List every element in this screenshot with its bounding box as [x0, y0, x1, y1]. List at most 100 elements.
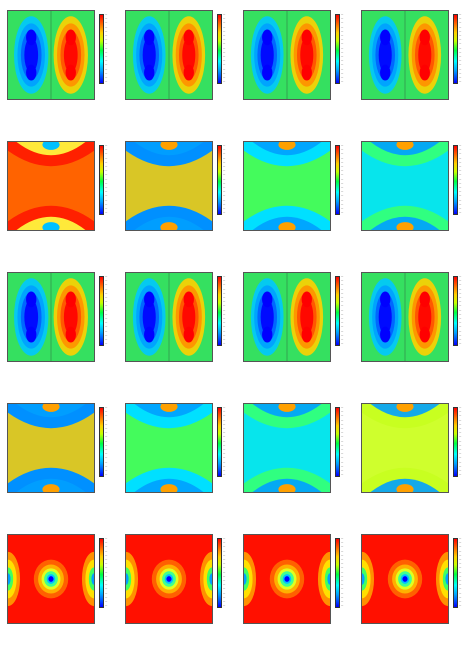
contour-panel: — — — — — — — — — — — — — — — — — — [236, 0, 354, 131]
color-scale-ticks: — — — — — — — — — — — — — — — — — — [223, 13, 226, 84]
contour-plot — [7, 141, 95, 231]
contour-field — [126, 535, 212, 623]
contour-plot — [125, 403, 213, 493]
color-scale-bar — [335, 538, 340, 608]
contour-panel: — — — — — — — — — — — — — — — — — — [354, 393, 471, 524]
contour-field — [362, 273, 448, 361]
contour-field — [244, 11, 330, 99]
color-scale-ticks: — — — — — — — — — — — — — — — — — — [341, 144, 344, 215]
contour-field — [126, 404, 212, 492]
color-scale-bar — [335, 145, 340, 215]
color-scale-ticks: — — — — — — — — — — — — — — — — — — [459, 144, 462, 215]
contour-plot — [7, 10, 95, 100]
contour-field — [8, 11, 94, 99]
contour-field — [8, 273, 94, 361]
color-scale-ticks: — — — — — — — — — — — — — — — — — — [105, 13, 108, 84]
color-scale-bar — [217, 14, 222, 84]
color-scale-ticks: — — — — — — — — — — — — — — — — — — [341, 406, 344, 477]
color-scale-bar — [217, 538, 222, 608]
contour-panel: — — — — — — — — — — — — — — — — — — [0, 524, 118, 655]
color-scale-ticks: — — — — — — — — — — — — — — — — — — [223, 537, 226, 608]
contour-panel: — — — — — — — — — — — — — — — — — — [0, 393, 118, 524]
contour-field — [244, 273, 330, 361]
contour-plot — [243, 403, 331, 493]
contour-panel: — — — — — — — — — — — — — — — — — — [354, 262, 471, 393]
contour-panel: — — — — — — — — — — — — — — — — — — [0, 131, 118, 262]
color-scale-bar — [453, 145, 458, 215]
color-scale-bar — [335, 276, 340, 346]
contour-panel: — — — — — — — — — — — — — — — — — — [354, 0, 471, 131]
color-scale-ticks: — — — — — — — — — — — — — — — — — — [105, 144, 108, 215]
color-scale-bar — [217, 407, 222, 477]
color-scale-ticks: — — — — — — — — — — — — — — — — — — [223, 275, 226, 346]
contour-panel: — — — — — — — — — — — — — — — — — — [0, 262, 118, 393]
contour-panel: — — — — — — — — — — — — — — — — — — [236, 262, 354, 393]
color-scale-bar — [453, 14, 458, 84]
color-scale-ticks: — — — — — — — — — — — — — — — — — — [105, 406, 108, 477]
contour-plot — [243, 141, 331, 231]
color-scale-bar — [99, 407, 104, 477]
color-scale-bar — [335, 14, 340, 84]
contour-panel: — — — — — — — — — — — — — — — — — — [354, 524, 471, 655]
color-scale-bar — [453, 276, 458, 346]
color-scale-ticks: — — — — — — — — — — — — — — — — — — [105, 537, 108, 608]
contour-plot — [243, 10, 331, 100]
contour-plot — [243, 534, 331, 624]
contour-field — [362, 404, 448, 492]
color-scale-ticks: — — — — — — — — — — — — — — — — — — [223, 406, 226, 477]
contour-field — [8, 142, 94, 230]
color-scale-ticks: — — — — — — — — — — — — — — — — — — [459, 275, 462, 346]
contour-plot — [243, 272, 331, 362]
contour-plot — [7, 534, 95, 624]
contour-field — [126, 273, 212, 361]
color-scale-bar — [99, 538, 104, 608]
color-scale-ticks: — — — — — — — — — — — — — — — — — — [459, 13, 462, 84]
contour-panel: — — — — — — — — — — — — — — — — — — [118, 393, 236, 524]
contour-panel: — — — — — — — — — — — — — — — — — — [118, 524, 236, 655]
contour-field — [8, 535, 94, 623]
contour-panel: — — — — — — — — — — — — — — — — — — [118, 262, 236, 393]
contour-field — [126, 11, 212, 99]
contour-panel: — — — — — — — — — — — — — — — — — — [236, 393, 354, 524]
contour-panel: — — — — — — — — — — — — — — — — — — [236, 131, 354, 262]
contour-panel: — — — — — — — — — — — — — — — — — — [118, 0, 236, 131]
contour-plot — [361, 403, 449, 493]
contour-field — [362, 142, 448, 230]
contour-field — [126, 142, 212, 230]
color-scale-bar — [453, 407, 458, 477]
contour-plot — [361, 534, 449, 624]
color-scale-bar — [99, 276, 104, 346]
color-scale-ticks: — — — — — — — — — — — — — — — — — — [223, 144, 226, 215]
contour-plot — [361, 10, 449, 100]
contour-plot — [125, 10, 213, 100]
color-scale-ticks: — — — — — — — — — — — — — — — — — — [459, 406, 462, 477]
contour-field — [244, 535, 330, 623]
color-scale-ticks: — — — — — — — — — — — — — — — — — — [341, 275, 344, 346]
contour-plot — [361, 141, 449, 231]
color-scale-bar — [335, 407, 340, 477]
contour-field — [244, 404, 330, 492]
contour-plot — [125, 141, 213, 231]
contour-panel: — — — — — — — — — — — — — — — — — — [236, 524, 354, 655]
color-scale-bar — [99, 145, 104, 215]
contour-plot — [7, 403, 95, 493]
color-scale-ticks: — — — — — — — — — — — — — — — — — — [105, 275, 108, 346]
contour-field — [362, 11, 448, 99]
color-scale-ticks: — — — — — — — — — — — — — — — — — — [341, 13, 344, 84]
color-scale-bar — [217, 145, 222, 215]
contour-panel: — — — — — — — — — — — — — — — — — — [118, 131, 236, 262]
contour-plot — [125, 272, 213, 362]
color-scale-bar — [453, 538, 458, 608]
color-scale-bar — [99, 14, 104, 84]
contour-plot — [361, 272, 449, 362]
contour-plot — [7, 272, 95, 362]
contour-panel: — — — — — — — — — — — — — — — — — — [0, 0, 118, 131]
contour-field — [362, 535, 448, 623]
contour-panel: — — — — — — — — — — — — — — — — — — [354, 131, 471, 262]
color-scale-ticks: — — — — — — — — — — — — — — — — — — [341, 537, 344, 608]
contour-field — [8, 404, 94, 492]
color-scale-bar — [217, 276, 222, 346]
contour-field — [244, 142, 330, 230]
contour-plot — [125, 534, 213, 624]
